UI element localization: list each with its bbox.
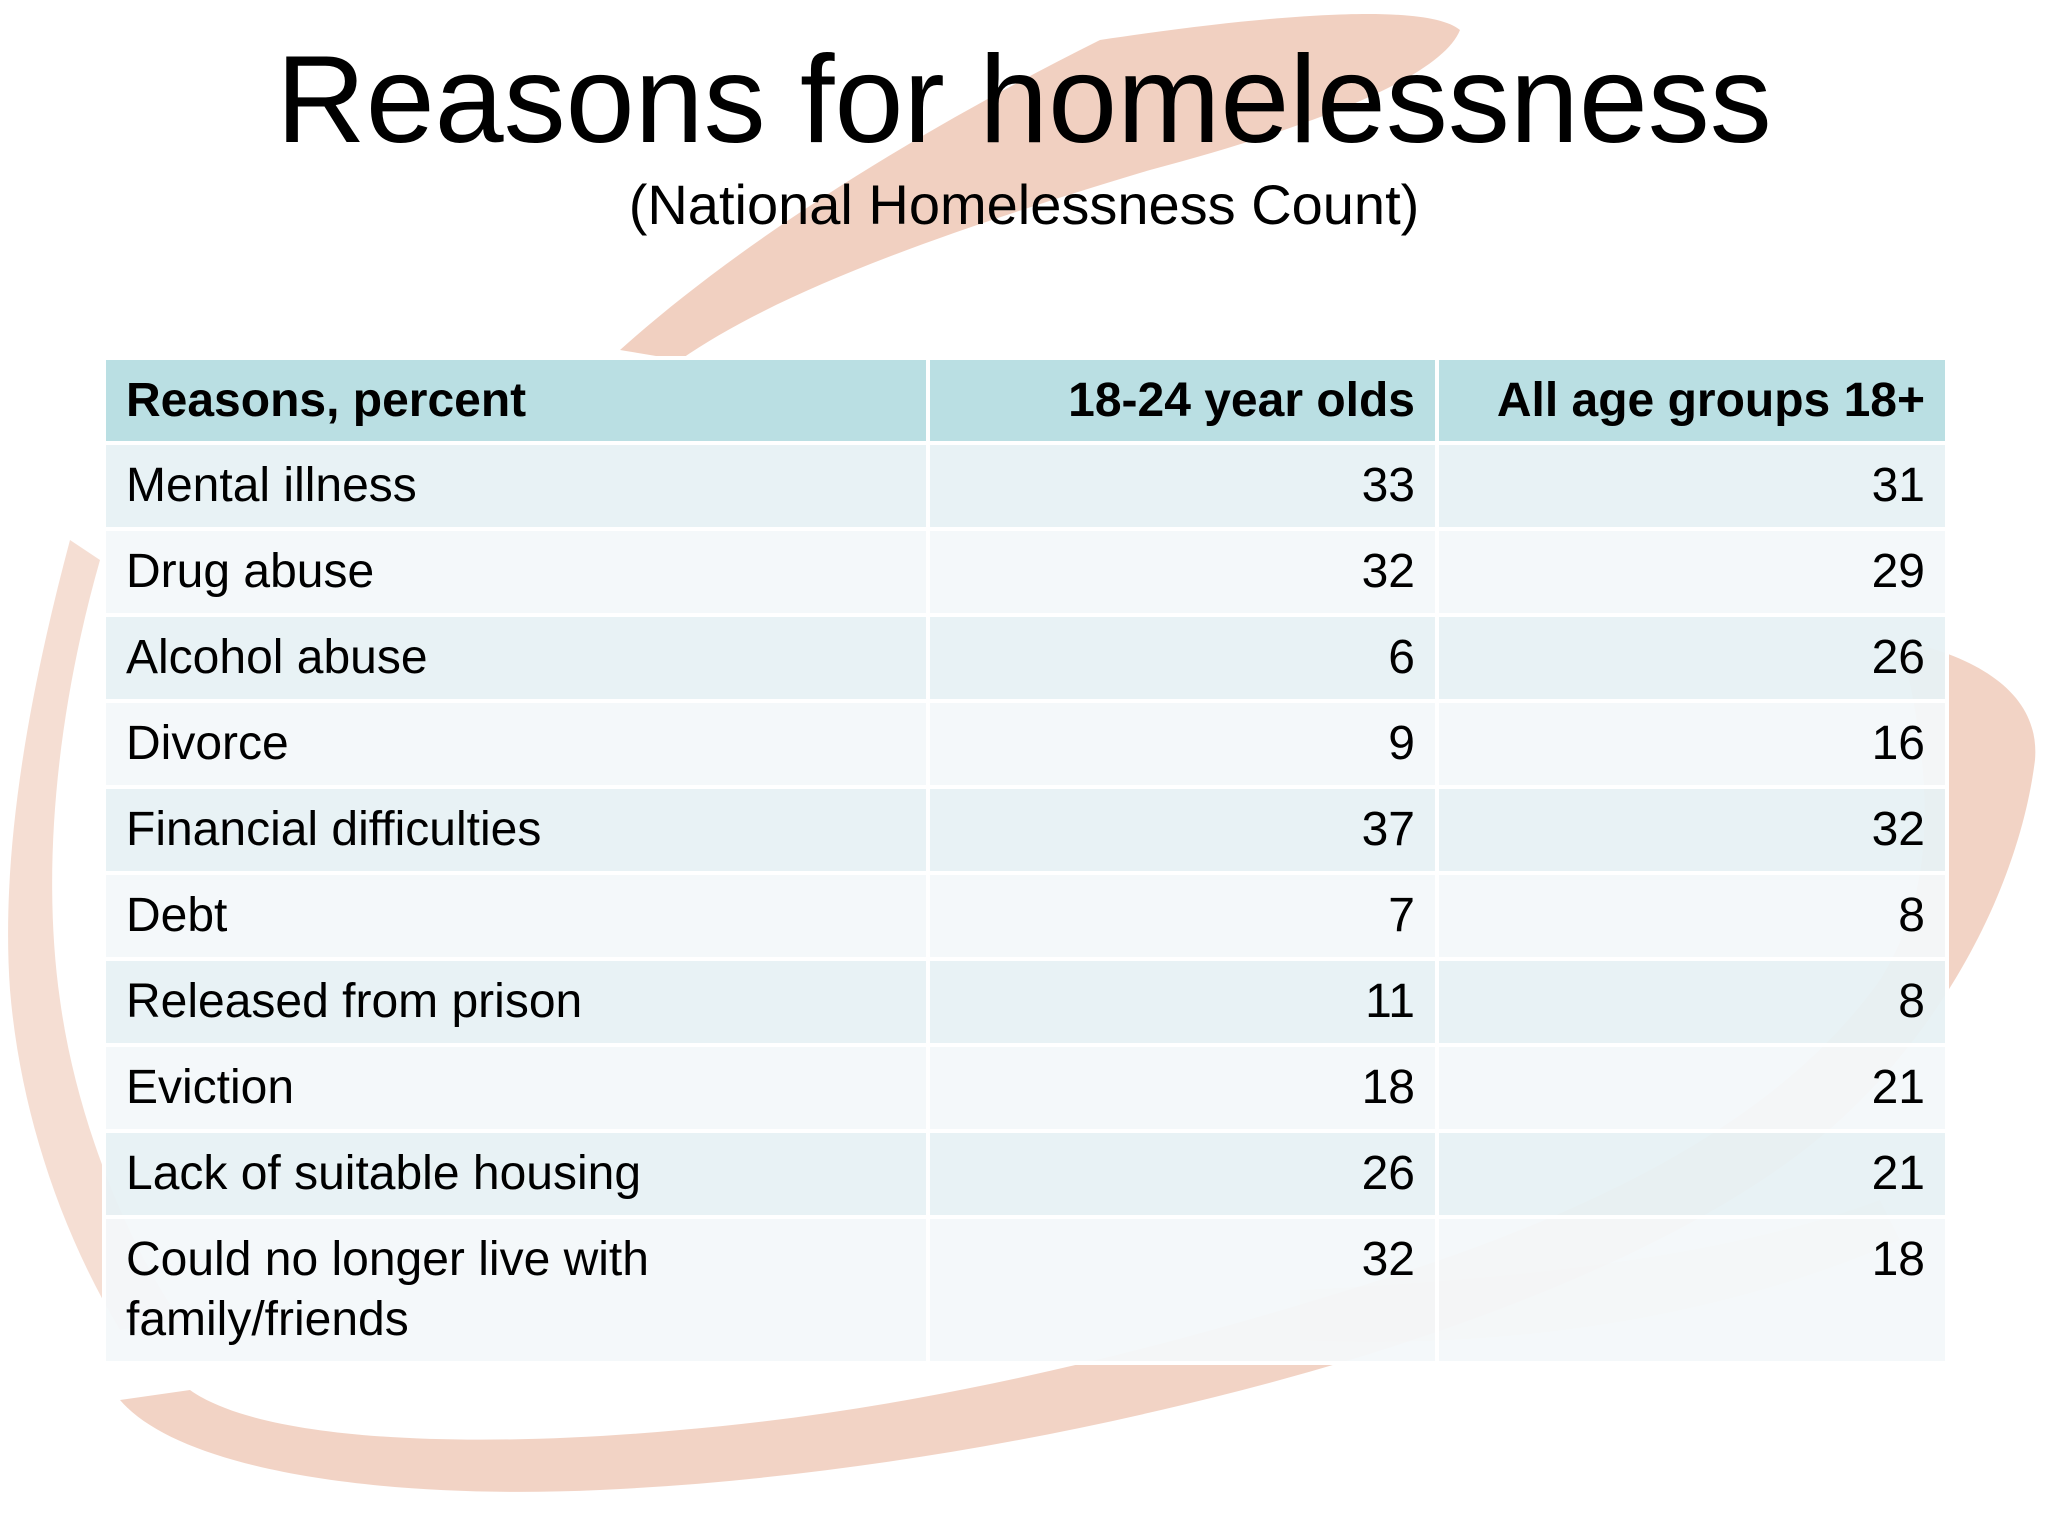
age-18-24-cell: 33 [926,441,1439,531]
slide-title: Reasons for homelessness [276,31,1772,169]
age-18-24-cell: 18 [926,1043,1439,1133]
age-18-24-cell: 37 [926,785,1439,875]
all-ages-cell: 8 [1435,871,1949,961]
reason-cell: Alcohol abuse [102,613,930,703]
age-18-24-cell: 7 [926,871,1439,961]
age-18-24-cell: 6 [926,613,1439,703]
all-ages-cell: 29 [1435,527,1949,617]
reason-cell: Debt [102,871,930,961]
reason-cell: Mental illness [102,441,930,531]
reason-cell: Could no longer live with family/friends [102,1215,930,1365]
table-row: Could no longer live with family/friends… [102,1215,1949,1365]
all-ages-cell: 8 [1435,957,1949,1047]
table-header-row: Reasons, percent 18-24 year olds All age… [102,356,1949,445]
all-ages-cell: 16 [1435,699,1949,789]
age-18-24-cell: 9 [926,699,1439,789]
table-row: Divorce 9 16 [102,699,1949,789]
header-all-ages: All age groups 18+ [1435,356,1949,445]
reason-cell: Eviction [102,1043,930,1133]
header-reasons: Reasons, percent [102,356,930,445]
slide-subtitle: (National Homelessness Count) [628,173,1420,236]
age-18-24-cell: 32 [926,527,1439,617]
all-ages-cell: 32 [1435,785,1949,875]
table-row: Financial difficulties 37 32 [102,785,1949,875]
age-18-24-cell: 11 [926,957,1439,1047]
table-row: Drug abuse 32 29 [102,527,1949,617]
all-ages-cell: 21 [1435,1129,1949,1219]
reason-cell: Divorce [102,699,930,789]
all-ages-cell: 26 [1435,613,1949,703]
age-18-24-cell: 26 [926,1129,1439,1219]
header-18-24: 18-24 year olds [926,356,1439,445]
all-ages-cell: 18 [1435,1215,1949,1365]
reason-cell: Lack of suitable housing [102,1129,930,1219]
table-row: Released from prison 11 8 [102,957,1949,1047]
table-row: Mental illness 33 31 [102,441,1949,531]
table-row: Alcohol abuse 6 26 [102,613,1949,703]
reason-cell: Financial difficulties [102,785,930,875]
table-row: Lack of suitable housing 26 21 [102,1129,1949,1219]
all-ages-cell: 31 [1435,441,1949,531]
age-18-24-cell: 32 [926,1215,1439,1365]
reasons-table: Reasons, percent 18-24 year olds All age… [102,356,1949,1365]
reason-cell: Drug abuse [102,527,930,617]
all-ages-cell: 21 [1435,1043,1949,1133]
table-row: Debt 7 8 [102,871,1949,961]
table-row: Eviction 18 21 [102,1043,1949,1133]
reason-cell: Released from prison [102,957,930,1047]
